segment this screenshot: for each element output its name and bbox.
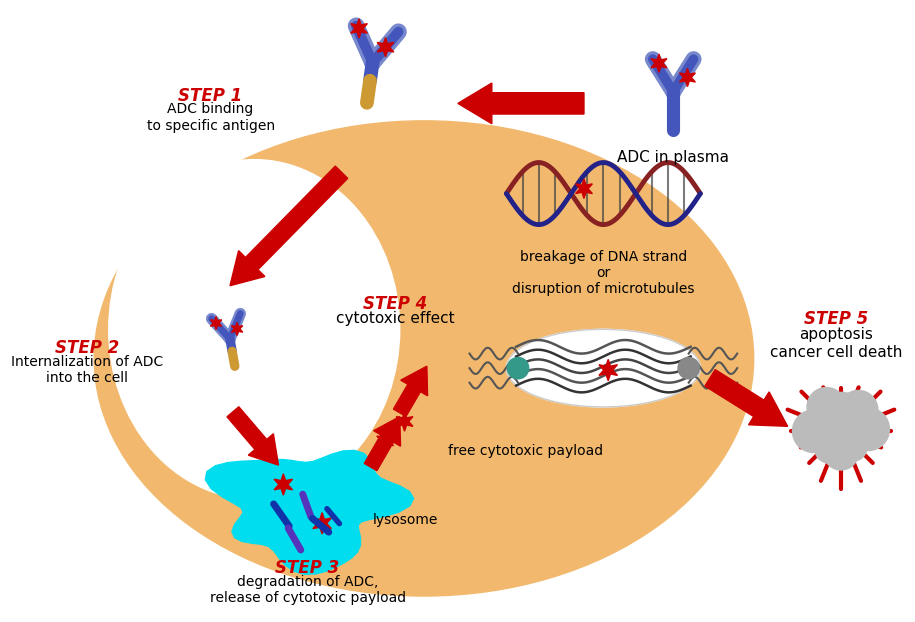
FancyArrow shape (227, 407, 278, 465)
Text: degradation of ADC,
release of cytotoxic payload: degradation of ADC, release of cytotoxic… (210, 575, 405, 605)
Polygon shape (350, 19, 367, 38)
Ellipse shape (109, 160, 400, 499)
FancyArrow shape (230, 166, 348, 285)
Text: STEP 2: STEP 2 (55, 339, 120, 357)
Text: lysosome: lysosome (372, 513, 438, 527)
Polygon shape (680, 68, 695, 86)
Polygon shape (651, 54, 667, 72)
Circle shape (507, 358, 529, 379)
Circle shape (846, 408, 889, 450)
FancyArrow shape (458, 83, 584, 124)
Text: ADC binding
to specific antigen: ADC binding to specific antigen (146, 103, 274, 132)
Polygon shape (274, 474, 293, 495)
Text: cytotoxic effect: cytotoxic effect (336, 311, 454, 326)
Circle shape (839, 391, 877, 429)
Polygon shape (377, 37, 393, 57)
Text: apoptosis
cancer cell death: apoptosis cancer cell death (770, 327, 902, 360)
Text: STEP 5: STEP 5 (804, 310, 868, 328)
Text: STEP 3: STEP 3 (275, 559, 339, 577)
FancyArrow shape (393, 366, 427, 416)
Ellipse shape (506, 329, 700, 407)
Polygon shape (576, 179, 592, 198)
Polygon shape (210, 317, 221, 330)
Text: STEP 4: STEP 4 (362, 295, 427, 313)
Polygon shape (205, 450, 414, 574)
Text: Internalization of ADC
into the cell: Internalization of ADC into the cell (11, 355, 164, 385)
Polygon shape (313, 513, 331, 534)
Circle shape (814, 434, 844, 463)
Circle shape (838, 432, 867, 462)
FancyArrow shape (705, 369, 788, 426)
Circle shape (824, 435, 858, 470)
Text: ADC in plasma: ADC in plasma (618, 150, 729, 165)
Circle shape (792, 410, 835, 453)
Text: free cytotoxic payload: free cytotoxic payload (448, 443, 603, 458)
Circle shape (807, 388, 845, 426)
Polygon shape (377, 431, 393, 450)
Circle shape (810, 392, 872, 455)
Polygon shape (396, 412, 413, 431)
Polygon shape (599, 360, 618, 381)
Circle shape (678, 358, 699, 379)
Ellipse shape (94, 121, 754, 596)
Text: STEP 1: STEP 1 (178, 87, 242, 105)
Text: breakage of DNA strand
or
disruption of microtubules: breakage of DNA strand or disruption of … (512, 250, 694, 296)
FancyArrow shape (364, 417, 401, 471)
Polygon shape (231, 322, 242, 335)
